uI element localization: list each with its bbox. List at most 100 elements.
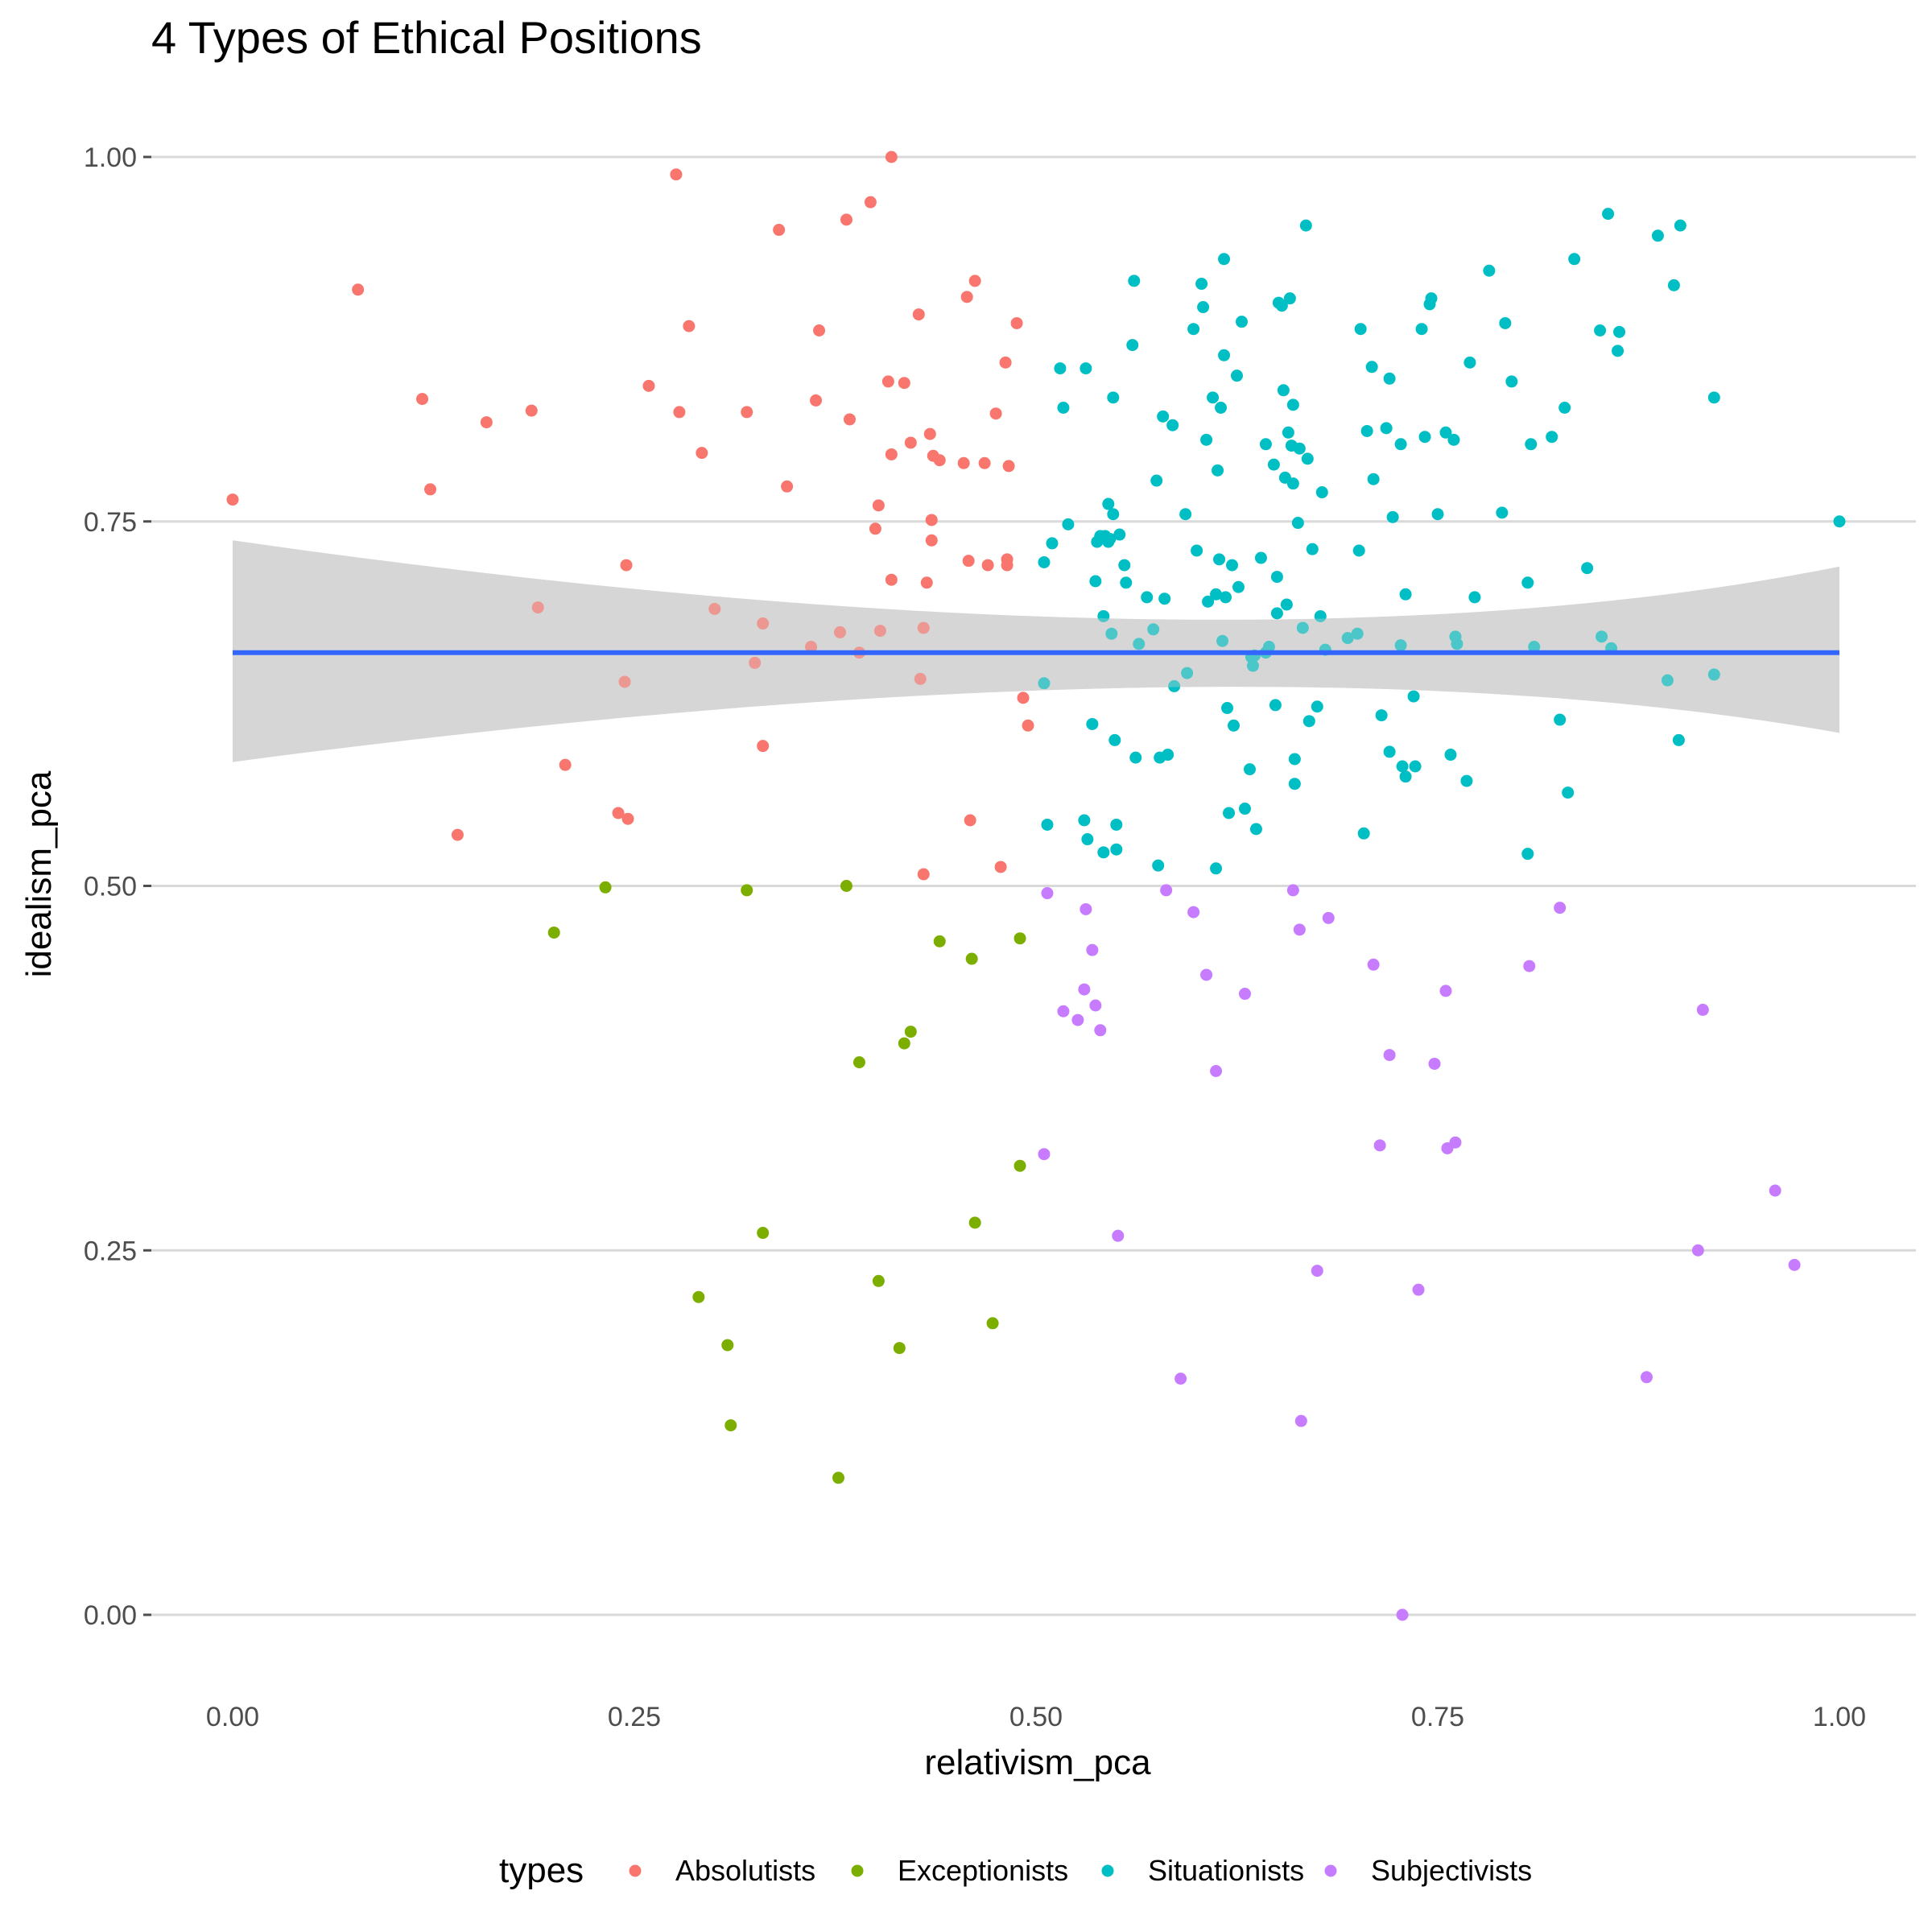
point-situationists-117	[1386, 510, 1399, 523]
point-situationists-98	[1301, 452, 1314, 465]
point-situationists-153	[1596, 630, 1608, 643]
y-axis-ticks: 0.00 0.25 0.50 0.75 1.00	[84, 142, 151, 1631]
point-situationists-164	[1707, 668, 1720, 681]
point-exceptionists-6	[757, 1227, 770, 1240]
point-exceptionists-14	[933, 935, 946, 947]
point-situationists-138	[1483, 264, 1496, 277]
point-situationists-111	[1365, 361, 1378, 374]
point-situationists-158	[1651, 229, 1664, 242]
point-situationists-146	[1546, 431, 1558, 444]
point-subjectivists-15	[1238, 988, 1251, 1001]
point-exceptionists-1	[599, 881, 612, 894]
point-situationists-22	[1107, 508, 1120, 521]
point-absolutists-12	[621, 812, 634, 825]
point-absolutists-13	[642, 379, 655, 392]
point-subjectivists-9	[1112, 1229, 1125, 1242]
point-absolutists-15	[673, 406, 686, 419]
point-situationists-59	[1218, 253, 1231, 266]
point-subjectivists-27	[1439, 985, 1452, 997]
point-situationists-151	[1581, 562, 1594, 575]
point-situationists-60	[1220, 591, 1232, 604]
point-situationists-36	[1152, 859, 1165, 872]
point-situationists-40	[1162, 749, 1174, 762]
point-situationists-57	[1216, 634, 1229, 647]
point-absolutists-59	[989, 407, 1002, 420]
point-situationists-69	[1243, 763, 1256, 776]
point-absolutists-58	[981, 559, 994, 572]
point-situationists-99	[1302, 715, 1315, 728]
point-absolutists-17	[696, 447, 708, 460]
point-situationists-2	[1041, 818, 1054, 831]
point-situationists-75	[1259, 438, 1272, 451]
point-absolutists-14	[670, 168, 683, 181]
point-exceptionists-15	[965, 952, 978, 965]
point-situationists-51	[1207, 391, 1220, 404]
point-situationists-108	[1354, 323, 1367, 336]
x-axis-title: relativism_pca	[924, 1743, 1151, 1782]
point-absolutists-1	[352, 283, 365, 296]
point-situationists-123	[1407, 690, 1420, 703]
point-situationists-92	[1288, 753, 1301, 766]
point-situationists-87	[1282, 426, 1294, 439]
point-situationists-79	[1269, 699, 1282, 712]
point-situationists-110	[1360, 424, 1373, 437]
point-situationists-112	[1367, 473, 1380, 485]
point-situationists-128	[1425, 292, 1438, 305]
point-exceptionists-19	[1013, 932, 1026, 945]
point-situationists-5	[1057, 401, 1070, 414]
point-situationists-163	[1707, 391, 1720, 404]
point-exceptionists-2	[692, 1290, 705, 1303]
point-situationists-97	[1299, 219, 1312, 232]
point-situationists-6	[1062, 518, 1075, 530]
point-exceptionists-5	[741, 884, 753, 897]
point-situationists-124	[1409, 760, 1422, 773]
point-subjectivists-13	[1200, 968, 1213, 981]
point-situationists-135	[1460, 774, 1473, 787]
point-situationists-139	[1496, 506, 1509, 519]
point-situationists-71	[1246, 659, 1259, 672]
point-situationists-136	[1463, 356, 1476, 369]
point-situationists-143	[1521, 848, 1534, 861]
point-situationists-39	[1158, 592, 1171, 605]
series-situationists	[1038, 208, 1846, 875]
point-situationists-45	[1187, 323, 1200, 336]
point-situationists-4	[1054, 362, 1067, 375]
chart-title: 4 Types of Ethical Positions	[151, 12, 702, 63]
point-absolutists-4	[451, 828, 464, 841]
point-absolutists-64	[1002, 460, 1015, 473]
point-situationists-83	[1275, 299, 1288, 312]
point-situationists-118	[1394, 438, 1407, 451]
point-situationists-114	[1380, 422, 1393, 435]
point-subjectivists-19	[1311, 1265, 1323, 1278]
legend-key-subjectivists	[1324, 1864, 1337, 1877]
point-subjectivists-7	[1089, 999, 1102, 1012]
point-situationists-122	[1399, 588, 1412, 601]
point-situationists-68	[1238, 803, 1251, 815]
point-situationists-116	[1383, 745, 1396, 758]
point-situationists-140	[1499, 316, 1512, 329]
legend-key-absolutists	[629, 1864, 642, 1877]
point-situationists-159	[1661, 674, 1674, 687]
x-tick-label-0: 0.00	[206, 1702, 259, 1732]
point-situationists-41	[1166, 419, 1179, 431]
point-situationists-147	[1554, 713, 1567, 726]
x-tick-label-2: 0.50	[1009, 1702, 1063, 1732]
point-absolutists-61	[999, 356, 1012, 369]
point-exceptionists-12	[898, 1037, 910, 1050]
point-situationists-78	[1267, 458, 1280, 471]
point-situationists-56	[1215, 401, 1228, 414]
point-absolutists-19	[741, 406, 753, 419]
legend-key-situationists	[1101, 1864, 1114, 1877]
point-absolutists-6	[525, 404, 538, 417]
point-absolutists-35	[873, 625, 886, 638]
point-situationists-61	[1221, 702, 1234, 715]
point-subjectivists-0	[1038, 1148, 1051, 1161]
point-situationists-132	[1447, 433, 1460, 446]
point-exceptionists-16	[968, 1216, 981, 1229]
point-absolutists-10	[618, 675, 631, 688]
point-situationists-81	[1270, 607, 1283, 620]
point-situationists-134	[1451, 638, 1463, 650]
point-exceptionists-11	[893, 1342, 906, 1355]
point-situationists-103	[1315, 486, 1328, 499]
point-absolutists-44	[917, 621, 930, 634]
